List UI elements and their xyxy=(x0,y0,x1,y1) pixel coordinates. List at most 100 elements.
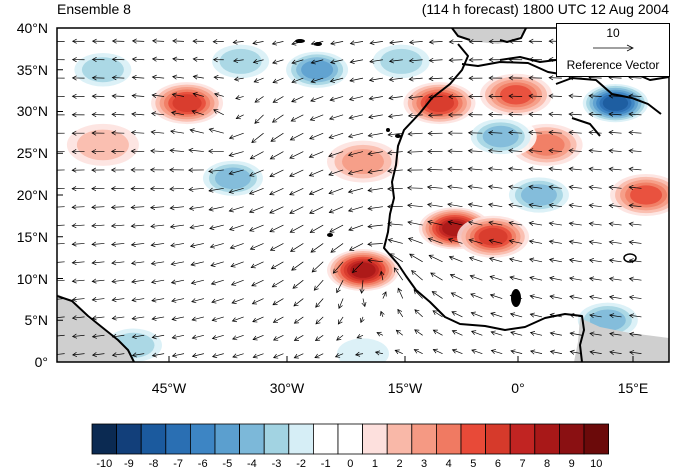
colorbar-swatch xyxy=(435,423,462,455)
wind-vector xyxy=(91,297,105,302)
wind-vector xyxy=(272,334,284,341)
colorbar-swatch xyxy=(509,423,536,455)
wind-vector xyxy=(111,56,125,62)
wind-vector xyxy=(468,57,483,63)
wind-vector xyxy=(231,316,244,323)
wind-vector xyxy=(426,166,443,173)
wind-vector xyxy=(169,205,185,211)
wind-vector xyxy=(328,187,344,195)
wind-vector xyxy=(588,221,602,227)
wind-vector xyxy=(209,243,224,249)
wind-vector xyxy=(352,261,364,274)
wind-vector xyxy=(628,130,642,136)
wind-vector xyxy=(130,260,145,266)
wind-vector xyxy=(548,166,562,172)
wind-vector xyxy=(211,316,224,322)
wind-vector xyxy=(508,130,523,136)
wind-vector xyxy=(131,315,145,321)
wind-vector xyxy=(235,95,244,101)
wind-vector xyxy=(230,261,244,268)
wind-vector xyxy=(170,129,185,135)
wind-vector xyxy=(71,149,85,155)
wind-vector xyxy=(432,329,443,336)
wind-vector xyxy=(228,132,244,140)
wind-vector xyxy=(189,243,204,248)
wind-vector xyxy=(349,77,364,83)
wind-vector xyxy=(235,114,244,120)
wind-vector xyxy=(57,59,65,61)
wind-vector xyxy=(249,243,264,250)
wind-vector xyxy=(528,166,543,172)
wind-vector xyxy=(407,203,423,209)
wind-vectors xyxy=(57,38,642,359)
colorbar-swatch xyxy=(189,423,216,455)
wind-vector xyxy=(328,151,344,158)
wind-vector xyxy=(368,77,383,83)
wind-vector xyxy=(190,261,204,267)
wind-vector xyxy=(628,166,642,172)
colorbar-swatch xyxy=(460,423,487,455)
wind-vector xyxy=(272,77,284,84)
wind-vector xyxy=(447,237,463,244)
wind-vector xyxy=(508,166,523,172)
colorbar-label: 0 xyxy=(347,458,354,470)
wind-vector xyxy=(589,313,602,319)
wind-vector xyxy=(382,291,387,299)
wind-vector xyxy=(91,186,105,192)
land-mask xyxy=(57,28,669,362)
wind-vector xyxy=(57,334,65,339)
wind-vector xyxy=(310,77,324,84)
wind-vector xyxy=(330,59,344,65)
wind-vector xyxy=(131,352,145,358)
wind-vector xyxy=(334,353,344,358)
wind-vector xyxy=(309,132,324,140)
wind-vector xyxy=(315,298,324,308)
colorbar-swatch xyxy=(312,423,339,455)
wind-vector xyxy=(271,40,284,46)
wind-vector xyxy=(131,278,145,284)
wind-vector xyxy=(608,130,622,136)
plot-title: Ensemble 8 xyxy=(57,1,131,17)
wind-vector xyxy=(395,329,403,336)
wind-vector xyxy=(229,224,244,231)
wind-vector xyxy=(508,239,523,244)
wind-vector xyxy=(293,334,304,341)
colorbar-swatch xyxy=(485,423,511,455)
wind-vector xyxy=(130,186,145,192)
wind-vector xyxy=(151,56,165,62)
wind-vector xyxy=(529,294,543,300)
wind-vector xyxy=(292,279,304,289)
wind-vector xyxy=(487,148,503,154)
wind-vector xyxy=(568,148,582,154)
colorbar-label: 3 xyxy=(421,458,428,470)
wind-vector xyxy=(367,187,383,193)
wind-vector xyxy=(508,202,523,208)
wind-vector xyxy=(328,114,344,121)
wind-vector xyxy=(57,40,65,42)
wind-vector xyxy=(427,112,443,118)
wind-vector xyxy=(347,151,364,157)
wind-vector xyxy=(336,335,344,341)
wind-vector xyxy=(210,279,224,286)
wind-vector xyxy=(508,184,523,190)
colorbar-swatch xyxy=(116,423,142,455)
wind-vector xyxy=(548,239,562,245)
wind-vector xyxy=(589,349,602,355)
wind-vector xyxy=(269,224,284,233)
wind-vector xyxy=(608,221,622,227)
wind-vector xyxy=(428,57,443,63)
axis-ticks xyxy=(57,27,634,363)
wind-vector xyxy=(110,223,125,229)
wind-vector xyxy=(548,75,562,81)
wind-vector xyxy=(447,220,463,226)
colorbar-swatch xyxy=(583,423,610,455)
wind-vector xyxy=(251,298,264,305)
wind-vector xyxy=(397,308,404,318)
wind-vector xyxy=(387,131,403,137)
wind-vector xyxy=(628,111,642,117)
wind-vector xyxy=(192,92,204,97)
wind-vector xyxy=(488,238,503,244)
wind-vector xyxy=(291,59,304,65)
wind-vector xyxy=(376,331,384,337)
anomaly-contour xyxy=(350,262,376,278)
